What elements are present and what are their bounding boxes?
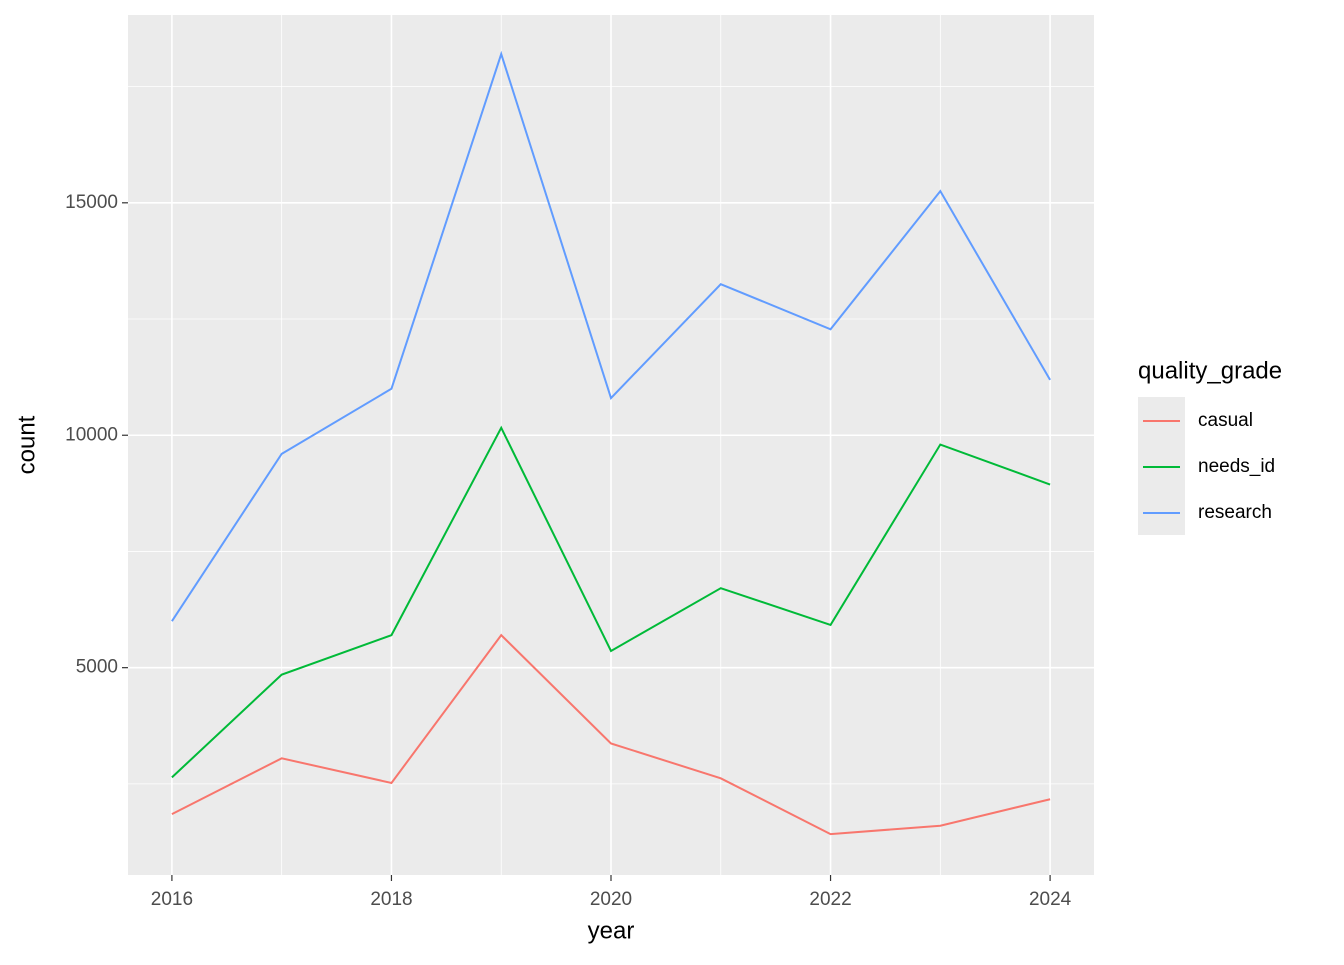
legend-label: casual xyxy=(1198,410,1253,431)
x-tick-label: 2016 xyxy=(151,889,193,910)
legend-label: research xyxy=(1198,502,1272,523)
x-tick-label: 2020 xyxy=(590,889,632,910)
y-tick-label: 10000 xyxy=(65,424,118,445)
x-tick-label: 2018 xyxy=(370,889,412,910)
y-tick-label: 5000 xyxy=(76,657,118,678)
legend-label: needs_id xyxy=(1198,456,1275,477)
series-line xyxy=(171,50,1051,622)
series-line xyxy=(171,633,1051,836)
series-line xyxy=(171,425,1051,779)
x-tick-label: 2024 xyxy=(1029,889,1072,910)
legend-title: quality_grade xyxy=(1138,357,1282,384)
y-axis-title: count xyxy=(13,415,40,474)
x-axis-title: year xyxy=(588,917,635,944)
y-tick-label: 15000 xyxy=(65,192,118,213)
x-tick-label: 2022 xyxy=(809,889,851,910)
